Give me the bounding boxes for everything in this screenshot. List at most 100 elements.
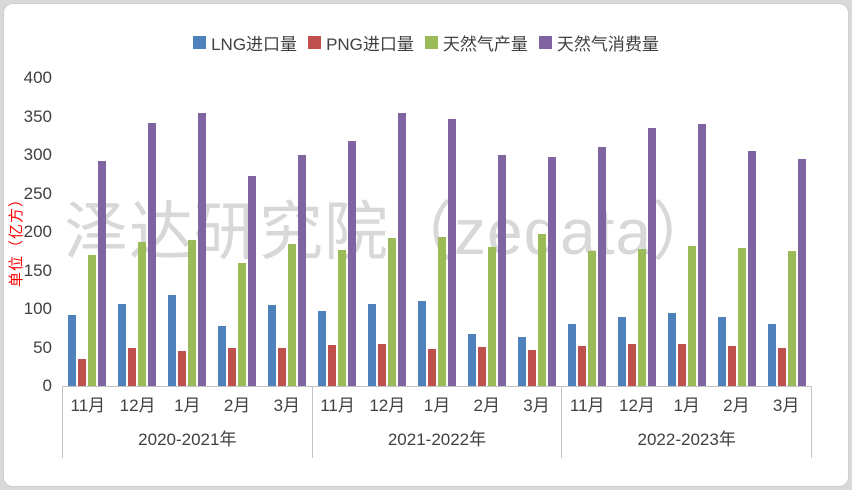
legend-swatch-png-imports xyxy=(308,36,322,49)
bar-gas-production xyxy=(538,234,546,386)
bar-lng-imports xyxy=(68,315,76,386)
x-month-label: 11月 xyxy=(320,395,355,415)
bar-png-imports xyxy=(728,345,736,386)
category-3-4 xyxy=(712,78,762,386)
category-3-2 xyxy=(612,78,662,386)
bar-png-imports xyxy=(278,347,286,386)
bar-lng-imports xyxy=(418,301,426,386)
bar-png-imports xyxy=(528,349,536,386)
bar-lng-imports xyxy=(568,324,576,386)
x-month-row: 11月 12月 1月 2月 3月 xyxy=(562,387,811,419)
bar-gas-consumption xyxy=(498,155,506,386)
legend-label: LNG进口量 xyxy=(211,35,298,54)
bar-lng-imports xyxy=(318,311,326,386)
plot-area: 泽达研究院（zedata） xyxy=(62,78,812,386)
bar-png-imports xyxy=(328,345,336,386)
bar-lng-imports xyxy=(168,295,176,386)
bar-png-imports xyxy=(478,346,486,386)
x-month-label: 11月 xyxy=(70,395,106,415)
bar-lng-imports xyxy=(468,334,476,386)
category-3-1 xyxy=(562,78,612,386)
category-2-1 xyxy=(312,78,362,386)
bar-png-imports xyxy=(378,343,386,386)
x-month-label: 2月 xyxy=(223,395,251,415)
y-tick-label: 0 xyxy=(42,376,52,395)
bar-gas-consumption xyxy=(698,124,706,386)
category-1-2 xyxy=(112,78,162,386)
bar-lng-imports xyxy=(118,304,126,386)
x-month-row: 11月 12月 1月 2月 3月 xyxy=(63,387,312,419)
x-month-label: 1月 xyxy=(423,395,451,415)
bar-gas-consumption xyxy=(348,141,356,386)
y-tick-label: 200 xyxy=(23,222,52,241)
bar-gas-production xyxy=(588,251,596,386)
bar-png-imports xyxy=(428,349,436,386)
category-3-3 xyxy=(662,78,712,386)
bar-lng-imports xyxy=(268,305,276,386)
bar-gas-production xyxy=(438,237,446,386)
legend-label: 天然气产量 xyxy=(442,35,528,54)
x-month-label: 3月 xyxy=(273,395,301,415)
bar-gas-consumption xyxy=(148,123,156,386)
legend-item-gas-production: 天然气产量 xyxy=(424,30,528,55)
legend-item-png-imports: PNG进口量 xyxy=(308,30,414,55)
x-axis-group-1: 11月 12月 1月 2月 3月 2020-2021年 xyxy=(62,387,313,458)
grouped-bar-chart: LNG进口量 PNG进口量 天然气产量 天然气消费量 单位（亿方） 400 350 300… xyxy=(4,4,848,486)
x-year-label: 2022-2023年 xyxy=(637,429,736,449)
bar-lng-imports xyxy=(768,324,776,386)
category-3-5 xyxy=(762,78,812,386)
bar-lng-imports xyxy=(218,325,226,386)
x-axis-group-2: 11月 12月 1月 2月 3月 2021-2022年 xyxy=(313,387,563,458)
bar-lng-imports xyxy=(618,317,626,386)
bar-gas-consumption xyxy=(748,151,756,386)
bar-gas-consumption xyxy=(198,113,206,386)
x-year-label: 2021-2022年 xyxy=(387,429,487,449)
bar-gas-consumption xyxy=(448,118,456,386)
y-tick-label: 300 xyxy=(23,145,52,164)
bars-container xyxy=(62,78,812,386)
bar-gas-consumption xyxy=(398,112,406,386)
chart-canvas: LNG进口量 PNG进口量 天然气产量 天然气消费量 单位（亿方） 400 350 300… xyxy=(3,3,849,487)
bar-gas-consumption xyxy=(298,155,306,386)
bar-lng-imports xyxy=(668,312,676,386)
legend-label: PNG进口量 xyxy=(326,35,414,54)
bar-gas-production xyxy=(638,248,646,386)
bar-gas-production xyxy=(138,242,146,386)
bar-gas-production xyxy=(238,262,246,386)
bar-gas-consumption xyxy=(598,146,606,386)
bar-lng-imports xyxy=(718,317,726,386)
bar-gas-consumption xyxy=(98,161,106,386)
legend-swatch-lng-imports xyxy=(193,36,207,49)
category-2-4 xyxy=(462,78,512,386)
x-month-label: 12月 xyxy=(119,395,156,415)
y-tick-label: 350 xyxy=(23,106,52,126)
bar-png-imports xyxy=(578,345,586,386)
bar-png-imports xyxy=(178,351,186,386)
legend-item-lng-imports: LNG进口量 xyxy=(193,30,297,55)
bar-gas-consumption xyxy=(248,175,256,386)
category-1-4 xyxy=(212,78,262,386)
legend-swatch-gas-consumption xyxy=(538,36,552,49)
bar-gas-production xyxy=(388,238,396,386)
x-month-label: 3月 xyxy=(772,395,800,415)
x-month-label: 12月 xyxy=(618,395,655,415)
bar-gas-production xyxy=(738,248,746,386)
bar-gas-production xyxy=(288,244,296,386)
bar-png-imports xyxy=(778,348,786,386)
x-month-label: 1月 xyxy=(174,395,201,415)
bar-lng-imports xyxy=(368,304,376,386)
category-1-5 xyxy=(262,78,312,386)
bar-gas-production xyxy=(688,245,696,386)
legend-label: 天然气消费量 xyxy=(556,35,659,54)
bar-gas-production xyxy=(788,251,796,386)
bar-lng-imports xyxy=(518,336,526,386)
y-tick-label: 150 xyxy=(23,260,52,280)
bar-gas-consumption xyxy=(798,158,806,386)
x-month-label: 11月 xyxy=(569,395,605,415)
legend-swatch-gas-production xyxy=(424,36,438,49)
bar-gas-consumption xyxy=(548,157,556,386)
bar-gas-consumption xyxy=(648,128,656,386)
x-month-label: 3月 xyxy=(523,395,550,415)
x-axis-group-3: 11月 12月 1月 2月 3月 2022-2023年 xyxy=(562,387,813,458)
y-tick-label: 100 xyxy=(23,299,52,318)
